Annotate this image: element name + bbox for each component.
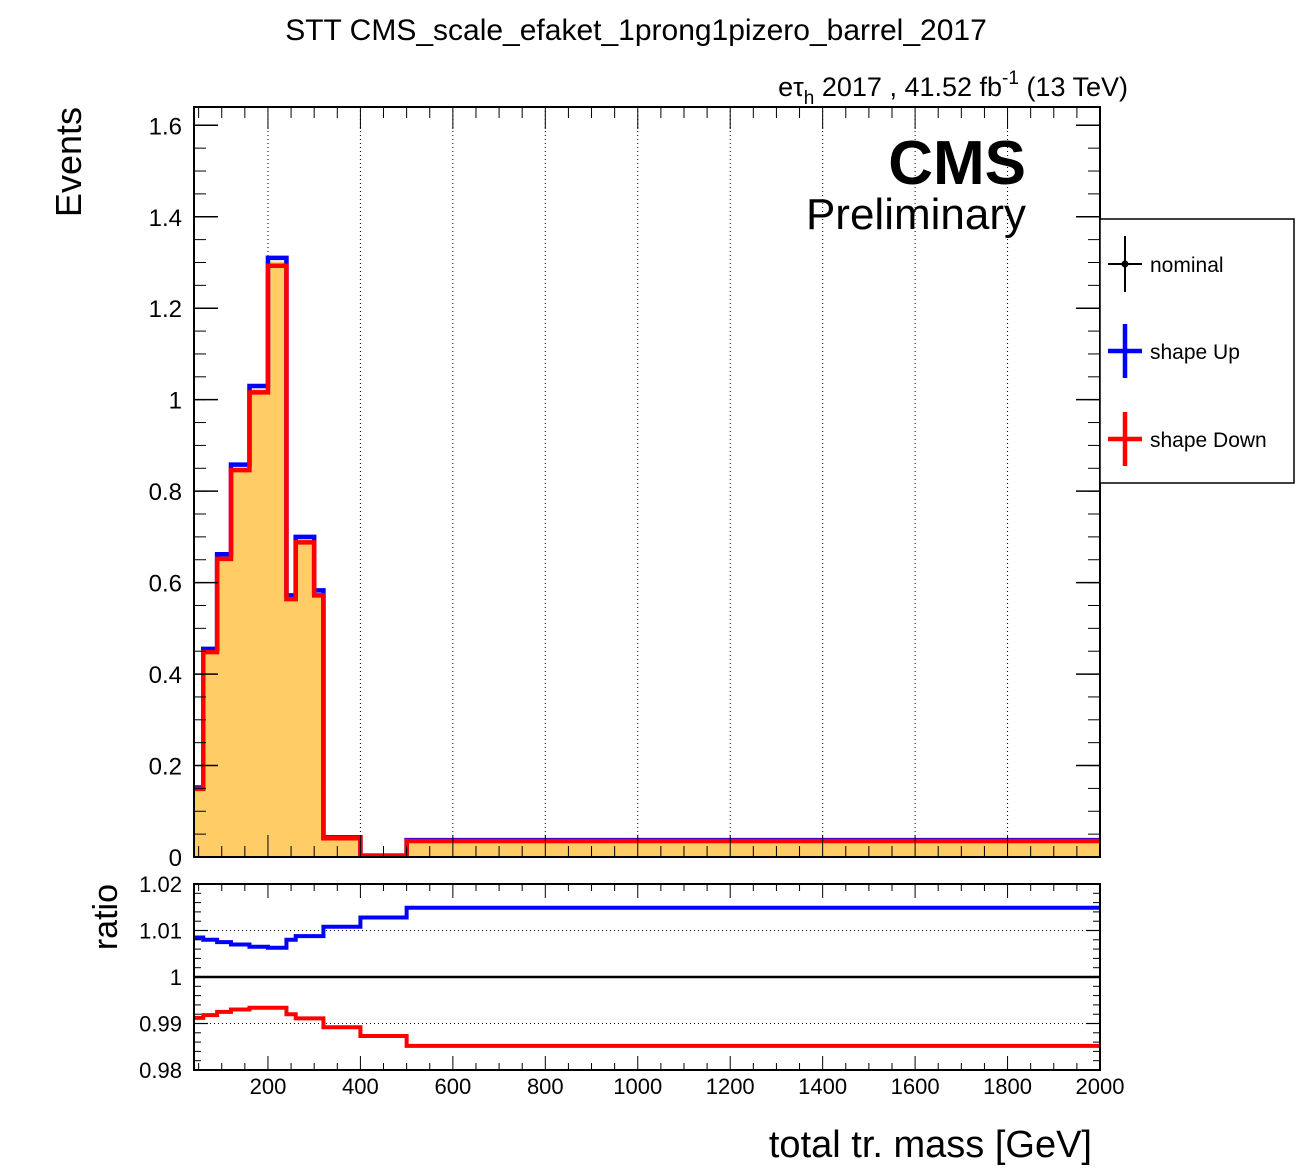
main-y-axis-label: Events <box>48 107 89 217</box>
x-tick-label: 1600 <box>891 1074 940 1099</box>
ratio-shape-down-line <box>194 1005 1100 1048</box>
x-tick-label: 2000 <box>1076 1074 1125 1099</box>
legend-entry-nominal: nominal <box>1108 236 1224 292</box>
legend-label-nominal: nominal <box>1150 254 1224 277</box>
cms-label: CMS <box>888 129 1026 198</box>
x-tick-label: 1800 <box>983 1074 1032 1099</box>
main-y-tick-label: 0.4 <box>149 662 182 689</box>
legend-label-shape-up: shape Up <box>1150 341 1240 364</box>
lumi-energy: (13 TeV) <box>1019 72 1128 102</box>
main-grid <box>267 107 1009 857</box>
cms-sub-label: Preliminary <box>806 190 1026 239</box>
lumi-channel-e: e <box>778 72 793 102</box>
shape-up-line <box>194 255 1100 858</box>
x-tick-label: 1200 <box>706 1074 755 1099</box>
ratio-shape-up-line <box>194 905 1100 950</box>
main-y-tick-label: 1.2 <box>149 296 182 323</box>
main-histograms <box>194 255 1100 858</box>
main-y-tick-label: 1.6 <box>149 113 182 140</box>
main-y-tick-label: 0.2 <box>149 754 182 781</box>
ratio-y-tick-label: 1.02 <box>139 872 182 897</box>
x-tick-label: 800 <box>527 1074 564 1099</box>
x-tick-label: 400 <box>342 1074 379 1099</box>
nominal-histogram-fill <box>194 261 1100 857</box>
x-tick-label: 1400 <box>798 1074 847 1099</box>
lumi-channel-tau: τ <box>793 72 804 102</box>
legend-entry-shape-down: shape Down <box>1108 412 1267 466</box>
chart-title: STT CMS_scale_efaket_1prong1pizero_barre… <box>285 14 987 47</box>
ratio-lines <box>194 905 1100 1048</box>
ratio-y-tick-label: 0.98 <box>139 1058 182 1083</box>
x-axis-label: total tr. mass [GeV] <box>769 1124 1092 1166</box>
x-tick-label: 1000 <box>613 1074 662 1099</box>
legend-label-shape-down: shape Down <box>1150 429 1267 452</box>
nominal-marker-icon <box>1121 260 1129 268</box>
ratio-y-axis-label: ratio <box>87 884 125 950</box>
main-y-tick-label: 0.6 <box>149 571 182 598</box>
ratio-grid <box>194 930 1100 1024</box>
lumi-sup: -1 <box>1002 68 1019 89</box>
ratio-y-tick-label: 0.99 <box>139 1012 182 1037</box>
ratio-y-tick-label: 1 <box>170 965 182 990</box>
ratio-y-tick-label: 1.01 <box>139 919 182 944</box>
x-tick-label: 600 <box>434 1074 471 1099</box>
main-y-tick-label: 0.8 <box>149 479 182 506</box>
main-axes: 0 0.2 0.4 0.6 0.8 1 1.2 1.4 1.6 <box>149 107 1101 872</box>
main-y-tick-label: 0 <box>169 845 182 872</box>
main-y-tick-label: 1 <box>169 388 182 415</box>
ratio-axes: 200 400 600 800 1000 1200 1400 1600 1800 2000 0.98… <box>139 872 1124 1099</box>
legend-entry-shape-up: shape Up <box>1108 324 1240 378</box>
x-tick-label: 200 <box>250 1074 287 1099</box>
legend: nominal shape Up shape Down <box>1099 218 1295 484</box>
main-y-tick-label: 1.4 <box>149 205 182 232</box>
lumi-label: eτh 2017 , 41.52 fb-1 (13 TeV) <box>778 68 1128 109</box>
lumi-channel-sub: h <box>804 88 815 109</box>
shape-down-line <box>194 263 1100 858</box>
lumi-text: 2017 , 41.52 fb <box>814 72 1002 102</box>
